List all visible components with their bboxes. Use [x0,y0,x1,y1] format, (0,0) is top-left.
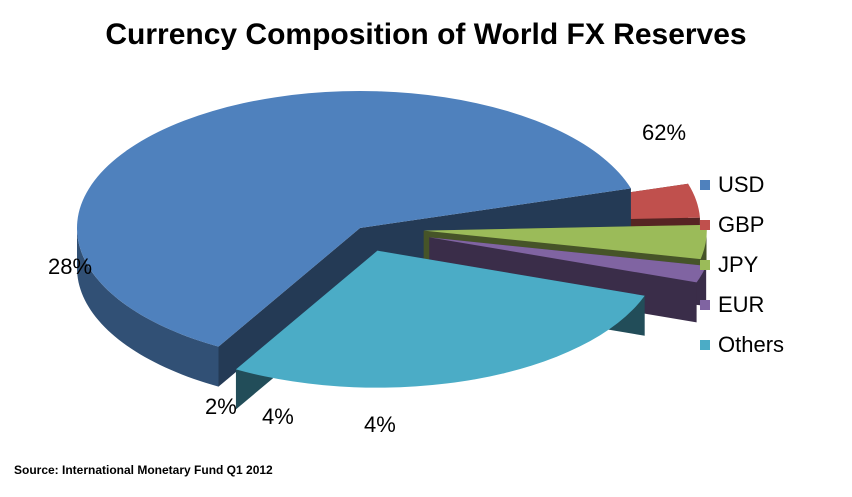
legend-swatch-eur [700,300,710,310]
data-label-others: 28% [48,254,92,279]
chart-title: Currency Composition of World FX Reserve… [105,18,747,51]
data-label-usd: 62% [642,120,686,145]
legend-swatch-jpy [700,260,710,270]
legend-swatch-gbp [700,220,710,230]
legend-item-eur: EUR [700,285,784,325]
legend-label-others: Others [718,332,785,357]
legend-label-gbp: GBP [718,212,765,237]
legend-label-jpy: JPY [718,252,759,277]
legend-swatch-others [700,340,710,350]
legend-item-jpy: JPY [700,245,784,285]
legend-label-eur: EUR [718,292,765,317]
legend-item-usd: USD [700,165,784,205]
legend-item-gbp: GBP [700,205,784,245]
data-label-eur: 2% [205,394,237,419]
pie-slice-others [235,250,645,410]
legend-item-others: Others [700,325,784,365]
data-label-jpy: 4% [262,404,294,429]
legend-label-usd: USD [718,172,765,197]
data-label-gbp: 4% [364,412,396,437]
legend-swatch-usd [700,180,710,190]
source-note: Source: International Monetary Fund Q1 2… [14,463,273,477]
legend: USD GBP JPY EUR Others [700,165,784,365]
